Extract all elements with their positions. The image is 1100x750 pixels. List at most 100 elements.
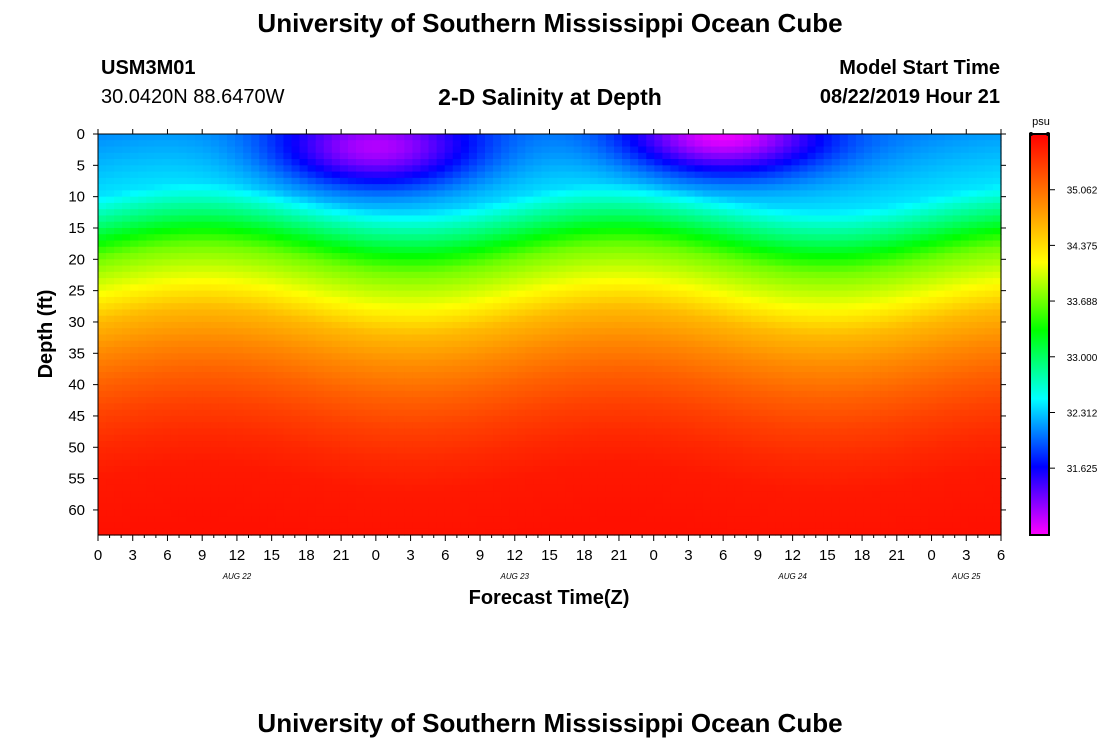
heatmap-cell — [614, 165, 623, 173]
heatmap-cell — [154, 271, 164, 279]
heatmap-cell — [581, 227, 591, 235]
heatmap-cell — [791, 146, 801, 154]
heatmap-cell — [267, 403, 276, 411]
heatmap-cell — [476, 365, 486, 373]
heatmap-cell — [702, 209, 712, 217]
heatmap-cell — [517, 321, 526, 329]
heatmap-cell — [541, 347, 551, 354]
heatmap-cell — [678, 271, 688, 279]
heatmap-cell — [622, 259, 631, 267]
heatmap-cell — [968, 347, 978, 354]
heatmap-cell — [767, 221, 776, 229]
heatmap-cell — [275, 403, 285, 411]
heatmap-cell — [146, 359, 156, 367]
heatmap-cell — [194, 234, 204, 242]
heatmap-cell — [549, 196, 559, 204]
heatmap-cell — [283, 196, 293, 204]
heatmap-cell — [904, 309, 913, 317]
heatmap-cell — [638, 253, 647, 260]
heatmap-cell — [517, 390, 526, 398]
heatmap-cell — [767, 171, 776, 179]
heatmap-cell — [235, 146, 244, 154]
heatmap-cell — [944, 234, 954, 242]
heatmap-cell — [734, 284, 744, 292]
heatmap-cell — [154, 347, 164, 354]
heatmap-cell — [412, 177, 422, 185]
heatmap-cell — [783, 159, 792, 166]
heatmap-cell — [960, 215, 970, 223]
heatmap-cell — [525, 303, 534, 311]
heatmap-cell — [783, 140, 792, 148]
heatmap-cell — [872, 240, 881, 248]
heatmap-cell — [573, 159, 583, 166]
heatmap-cell — [412, 365, 422, 373]
heatmap-cell — [702, 152, 712, 160]
heatmap-cell — [614, 134, 623, 141]
heatmap-cell — [501, 227, 510, 235]
heatmap-cell — [364, 309, 373, 317]
heatmap-cell — [243, 353, 252, 361]
heatmap-cell — [759, 303, 768, 311]
heatmap-cell — [428, 303, 438, 311]
heatmap-cell — [992, 196, 1002, 204]
heatmap-cell — [662, 152, 672, 160]
heatmap-cell — [420, 372, 430, 379]
heatmap-cell — [194, 290, 204, 298]
heatmap-cell — [404, 403, 414, 411]
heatmap-cell — [581, 159, 591, 166]
heatmap-cell — [984, 334, 994, 342]
heatmap-cell — [670, 278, 680, 285]
heatmap-cell — [436, 378, 446, 386]
heatmap-cell — [178, 140, 188, 148]
heatmap-cell — [130, 309, 139, 317]
heatmap-cell — [686, 315, 696, 323]
heatmap-cell — [106, 397, 115, 405]
heatmap-cell — [339, 265, 349, 273]
heatmap-cell — [573, 290, 583, 298]
heatmap-cell — [718, 202, 728, 210]
heatmap-cell — [880, 372, 889, 379]
heatmap-cell — [783, 152, 792, 160]
heatmap-cell — [347, 353, 357, 361]
heatmap-cell — [702, 340, 712, 348]
heatmap-cell — [678, 221, 688, 229]
heatmap-cell — [936, 140, 946, 148]
heatmap-cell — [565, 397, 575, 405]
heatmap-cell — [952, 372, 962, 379]
heatmap-cell — [799, 165, 809, 173]
heatmap-cell — [968, 265, 978, 273]
heatmap-cell — [146, 202, 156, 210]
heatmap-cell — [976, 221, 986, 229]
heatmap-cell — [428, 309, 438, 317]
heatmap-cell — [291, 184, 301, 191]
heatmap-cell — [291, 209, 301, 217]
heatmap-cell — [509, 227, 518, 235]
heatmap-cell — [904, 403, 913, 411]
heatmap-cell — [283, 134, 293, 141]
heatmap-cell — [646, 372, 655, 379]
heatmap-cell — [718, 315, 728, 323]
heatmap-cell — [734, 171, 744, 179]
heatmap-cell — [525, 321, 534, 329]
heatmap-cell — [743, 359, 752, 367]
heatmap-cell — [751, 184, 760, 191]
heatmap-cell — [501, 347, 510, 354]
heatmap-cell — [420, 184, 430, 191]
heatmap-cell — [299, 253, 309, 260]
heatmap-cell — [468, 303, 478, 311]
heatmap-cell — [227, 271, 236, 279]
heatmap-cell — [291, 353, 301, 361]
heatmap-cell — [404, 378, 414, 386]
heatmap-cell — [654, 315, 663, 323]
heatmap-cell — [218, 334, 228, 342]
heatmap-cell — [855, 140, 865, 148]
heatmap-cell — [960, 315, 970, 323]
heatmap-cell — [670, 196, 680, 204]
heatmap-cell — [436, 234, 446, 242]
heatmap-cell — [412, 334, 422, 342]
heatmap-cell — [630, 359, 639, 367]
heatmap-cell — [976, 303, 986, 311]
heatmap-cell — [734, 296, 744, 304]
heatmap-cell — [557, 209, 567, 217]
heatmap-cell — [726, 165, 736, 173]
